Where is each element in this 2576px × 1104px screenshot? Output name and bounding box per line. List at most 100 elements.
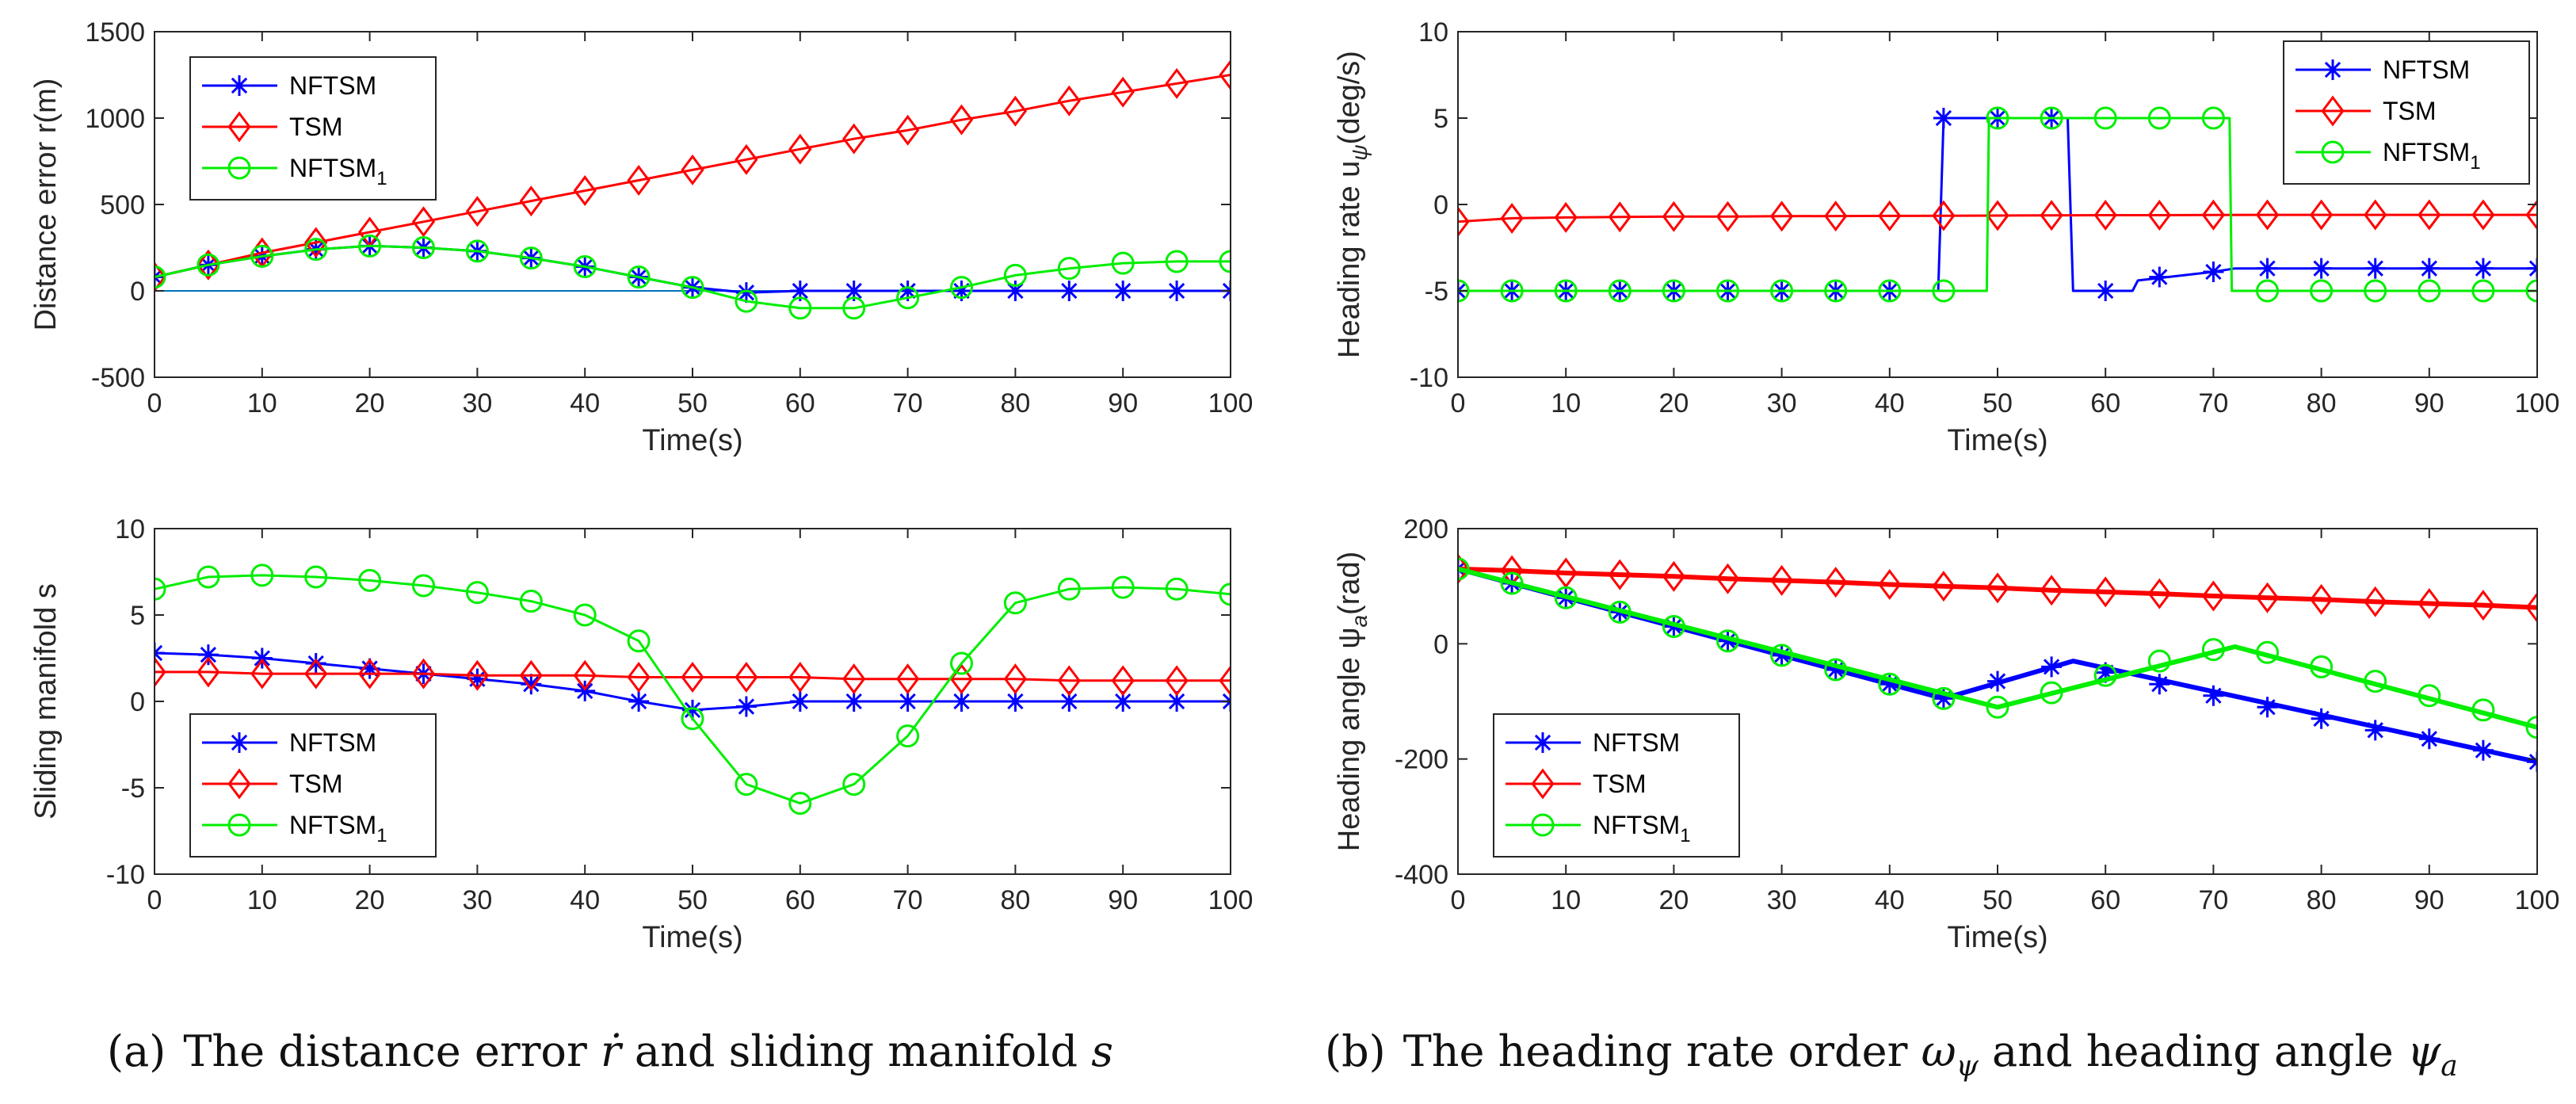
legend-label: NFTSM (1593, 728, 1680, 757)
y-tick-label: 200 (1403, 514, 1448, 544)
data-point-tsm (842, 123, 866, 155)
plot-series (1458, 553, 2537, 773)
x-tick-label: 80 (1000, 885, 1030, 915)
data-point-nftsm1 (1057, 577, 1081, 601)
data-point-tsm (2418, 587, 2441, 619)
data-point-nftsm (1933, 108, 1954, 128)
series-line-nftsm1 (155, 574, 1231, 805)
legend-label: NFTSM (289, 71, 376, 100)
data-point-nftsm (1166, 691, 1188, 712)
y-tick-label: 5 (1433, 104, 1448, 134)
data-point-tsm (2525, 592, 2537, 624)
x-tick-label: 100 (1208, 885, 1254, 915)
data-point-nftsm1 (304, 565, 328, 589)
x-tick-label: 60 (2090, 885, 2120, 915)
data-point-tsm (895, 663, 920, 695)
y-axis-label: Sliding manifold s (29, 583, 63, 819)
y-tick-label: 0 (1433, 629, 1448, 659)
data-point-nftsm1 (358, 234, 382, 258)
y-tick-label: -10 (1410, 363, 1448, 393)
y-tick-label: 0 (1433, 190, 1448, 220)
x-tick-label: 70 (893, 388, 923, 418)
y-axis-label: Heading rate uψ(deg/s) (1333, 51, 1372, 358)
caption-b: (b) The heading rate order ωψ and heading… (1325, 1026, 2458, 1083)
legend-marker (229, 75, 250, 96)
data-point-nftsm (2095, 662, 2116, 683)
x-tick-label: 80 (1000, 388, 1030, 418)
data-point-nftsm1 (1458, 279, 1470, 303)
data-point-nftsm1 (2418, 279, 2441, 303)
data-point-nftsm1 (1878, 672, 1902, 696)
x-tick-label: 80 (2307, 885, 2337, 915)
data-point-tsm (1003, 95, 1028, 127)
data-point-nftsm1 (950, 651, 973, 675)
y-axis-label: Distance error r(m) (29, 78, 63, 331)
data-point-tsm (949, 104, 974, 136)
data-point-nftsm (1059, 691, 1080, 712)
data-point-nftsm1 (1770, 279, 1794, 303)
y-tick-label: 500 (100, 190, 145, 220)
x-tick-label: 70 (893, 885, 923, 915)
plot-series (155, 59, 1231, 320)
data-point-nftsm (2203, 262, 2224, 283)
legend-label: NFTSM1 (2383, 138, 2481, 174)
caption-a: (a) The distance error ṙ and sliding mani… (107, 1026, 1113, 1076)
legend-marker (1532, 732, 1553, 753)
data-point-nftsm1 (1662, 279, 1685, 303)
data-point-nftsm (1879, 674, 1900, 695)
data-point-nftsm (2095, 281, 2116, 301)
data-point-tsm (197, 656, 220, 688)
data-point-tsm (2201, 199, 2226, 231)
data-point-tsm (155, 656, 166, 688)
legend-marker (227, 768, 251, 800)
data-point-tsm (1662, 560, 1686, 592)
data-point-nftsm1 (896, 286, 920, 310)
data-point-nftsm1 (842, 773, 866, 796)
data-point-tsm (1111, 76, 1135, 108)
data-point-nftsm (1987, 670, 2008, 692)
x-tick-label: 90 (2414, 885, 2444, 915)
data-point-nftsm1 (1111, 575, 1135, 599)
data-point-nftsm (2149, 266, 2170, 288)
data-point-tsm (1165, 665, 1189, 697)
y-tick-label: 10 (115, 514, 145, 544)
legend-marker (227, 111, 251, 143)
x-tick-label: 50 (677, 885, 708, 915)
data-point-nftsm1 (1219, 583, 1231, 606)
data-point-nftsm1 (250, 563, 274, 587)
legend-marker (1531, 813, 1555, 837)
legend-marker (2321, 140, 2345, 164)
data-point-tsm (1111, 665, 1135, 697)
data-point-nftsm1 (250, 244, 274, 268)
data-point-tsm (1715, 563, 1740, 594)
y-tick-label: -200 (1395, 745, 1448, 775)
data-point-nftsm1 (1986, 106, 2009, 130)
y-tick-label: -500 (91, 363, 145, 393)
data-point-nftsm (897, 691, 918, 712)
data-point-nftsm1 (2525, 279, 2537, 303)
data-point-tsm (788, 661, 812, 693)
x-tick-label: 30 (1767, 885, 1797, 915)
x-tick-label: 70 (2198, 885, 2228, 915)
data-point-nftsm1 (1057, 257, 1081, 281)
data-point-tsm (1458, 206, 1470, 238)
x-tick-label: 30 (462, 885, 492, 915)
data-point-nftsm1 (2310, 279, 2334, 303)
data-point-nftsm (2472, 258, 2494, 279)
data-point-tsm (2201, 580, 2226, 612)
data-point-tsm (1986, 200, 2009, 231)
data-point-nftsm1 (519, 246, 543, 270)
data-point-nftsm1 (1500, 571, 1524, 595)
data-point-nftsm1 (950, 276, 973, 300)
data-point-nftsm1 (1824, 279, 1848, 303)
data-point-nftsm1 (304, 238, 328, 262)
data-point-nftsm1 (1932, 686, 1956, 710)
data-point-nftsm1 (2147, 649, 2171, 673)
data-point-nftsm1 (788, 296, 812, 320)
data-point-nftsm1 (735, 289, 758, 313)
data-point-nftsm1 (1824, 658, 1848, 682)
data-point-tsm (1500, 202, 1524, 234)
x-tick-label: 40 (570, 388, 600, 418)
data-point-nftsm1 (2201, 106, 2225, 130)
x-tick-label: 0 (1451, 885, 1466, 915)
